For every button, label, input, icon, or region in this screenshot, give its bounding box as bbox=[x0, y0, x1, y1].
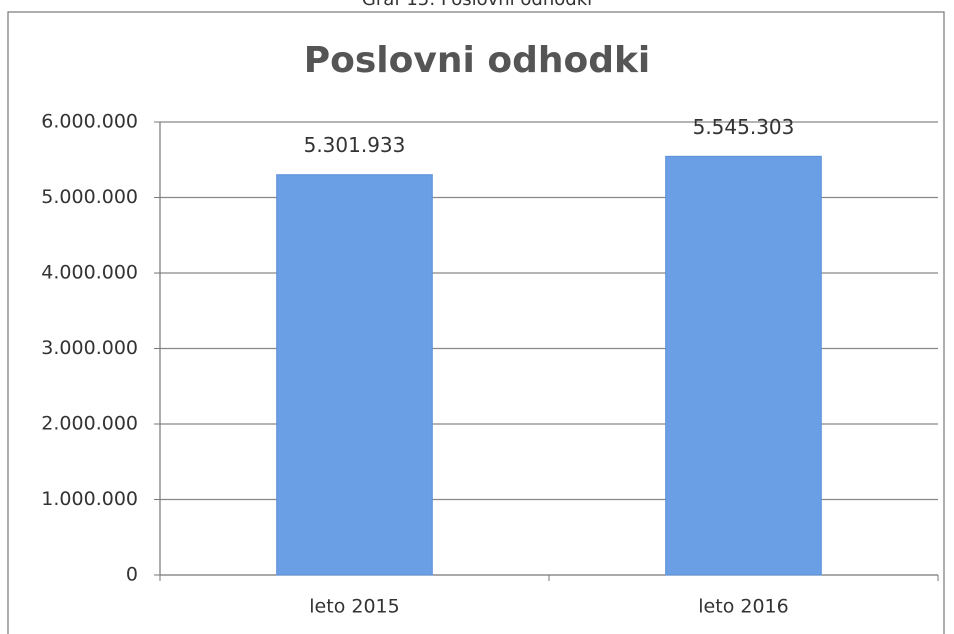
y-tick-label: 2.000.000 bbox=[41, 413, 138, 435]
data-label: 5.545.303 bbox=[693, 115, 795, 139]
data-label: 5.301.933 bbox=[304, 133, 406, 157]
caption: Graf 15: Poslovni odhodki bbox=[362, 0, 592, 10]
bar bbox=[276, 174, 433, 576]
y-tick-label: 5.000.000 bbox=[41, 186, 138, 208]
x-tick-label: leto 2016 bbox=[698, 596, 788, 618]
chart-frame bbox=[7, 11, 945, 634]
x-tick-label: leto 2015 bbox=[309, 596, 399, 618]
y-tick-label: 3.000.000 bbox=[41, 337, 138, 359]
y-tick-label: 1.000.000 bbox=[41, 488, 138, 510]
bar bbox=[665, 155, 822, 576]
chart-title: Poslovni odhodki bbox=[304, 40, 651, 81]
y-tick-label: 4.000.000 bbox=[41, 262, 138, 284]
y-tick-label: 6.000.000 bbox=[41, 111, 138, 133]
y-tick-label: 0 bbox=[126, 564, 138, 586]
